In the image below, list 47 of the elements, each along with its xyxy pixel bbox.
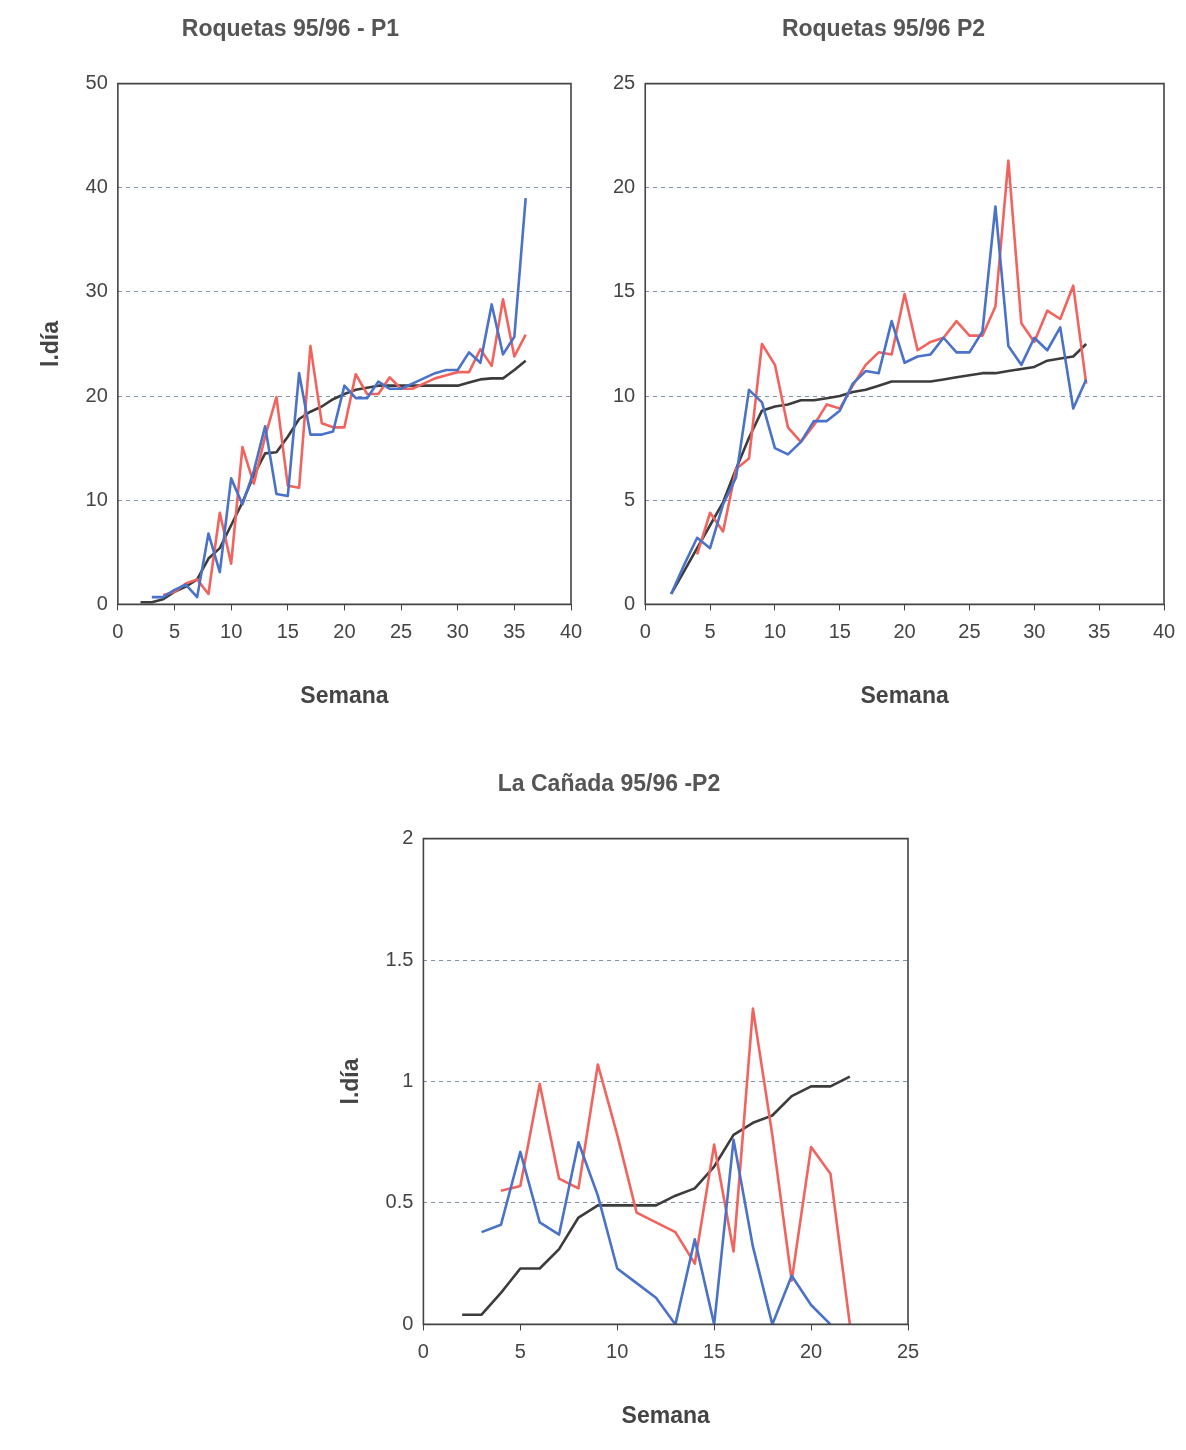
x-tick-label: 40 [559,619,583,642]
x-tick-label: 10 [220,619,243,642]
x-tick-label: 15 [703,1339,726,1362]
x-tick-label: 15 [828,619,851,642]
y-tick-label: 10 [85,487,108,510]
x-tick-label: 15 [276,619,299,642]
y-axis-title: l.día [337,1058,364,1105]
y-tick-label: 0.5 [385,1190,414,1213]
x-tick-label: 25 [896,1339,920,1362]
x-tick-label: 40 [1152,619,1176,642]
x-tick-label: 20 [333,619,356,642]
chart-title: Roquetas 95/96 - P1 [181,15,400,42]
x-tick-label: 0 [417,1339,429,1362]
x-tick-label: 25 [958,619,981,642]
y-tick-label: 0 [96,591,108,614]
x-tick-label: 20 [799,1339,823,1362]
chart-title: Roquetas 95/96 P2 [781,15,986,42]
x-tick-label: 0 [639,619,651,642]
x-tick-label: 30 [1023,619,1046,642]
y-tick-label: 15 [613,279,636,302]
x-tick-label: 5 [704,619,716,642]
y-tick-label: 2 [402,826,414,849]
x-axis-title: Semana [860,681,949,708]
chart-title: La Cañada 95/96 -P2 [497,770,721,797]
y-tick-label: 20 [85,383,108,406]
y-tick-label: 0 [402,1311,414,1334]
x-tick-label: 10 [763,619,787,642]
x-tick-label: 35 [503,619,526,642]
x-tick-label: 30 [446,619,469,642]
x-tick-label: 20 [893,619,916,642]
x-axis-title: Semana [300,681,389,708]
x-tick-label: 0 [112,619,124,642]
x-tick-label: 35 [1088,619,1111,642]
x-axis-title: Semana [621,1401,711,1428]
y-axis-title: l.día [37,320,64,368]
y-tick-label: 30 [85,279,108,302]
y-tick-label: 20 [613,175,636,198]
y-tick-label: 50 [85,71,108,94]
y-tick-label: 1.5 [385,947,414,970]
x-tick-label: 5 [168,619,181,642]
y-tick-label: 25 [613,71,636,94]
y-tick-label: 40 [85,175,108,198]
y-tick-label: 5 [624,487,636,510]
y-tick-label: 10 [613,383,636,406]
x-tick-label: 5 [514,1339,526,1362]
y-tick-label: 1 [402,1069,414,1092]
y-tick-label: 0 [624,591,636,614]
